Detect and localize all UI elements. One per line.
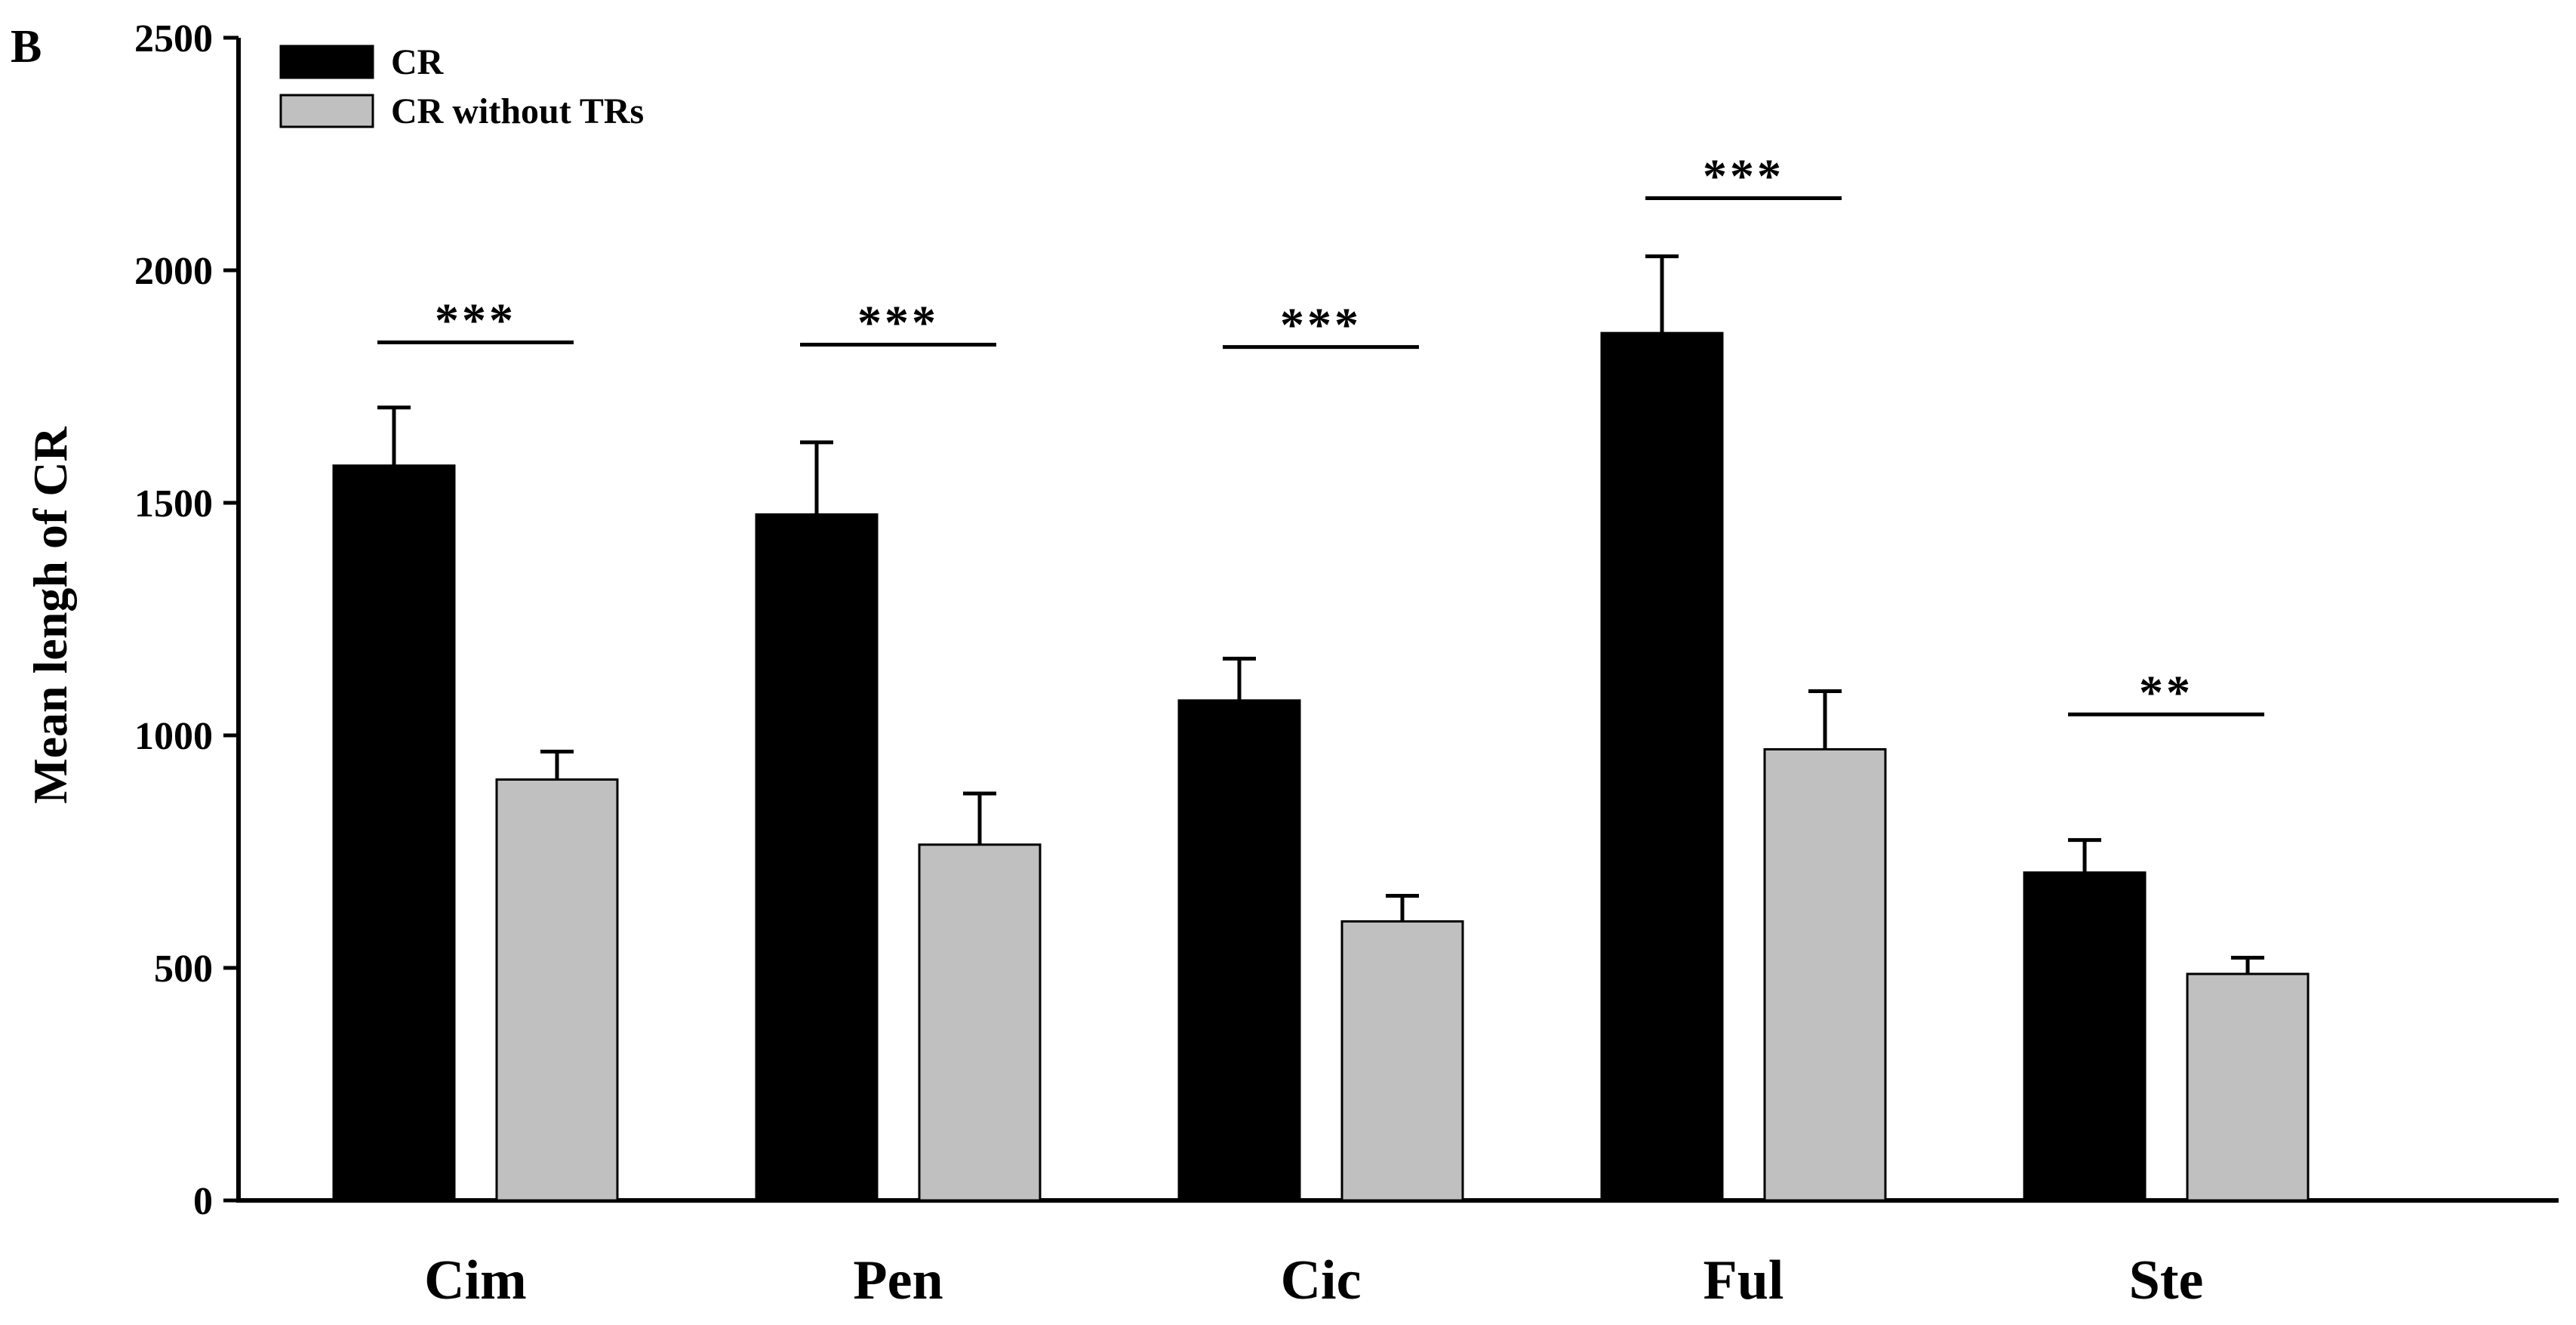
y-tick-label: 2000 [134, 250, 213, 293]
legend-swatch [279, 45, 374, 79]
bar-cr-ful [1600, 331, 1724, 1202]
x-tick-label-cim: Cim [424, 1250, 527, 1311]
x-tick-label-ful: Ful [1703, 1250, 1784, 1311]
bar-cr-without-trs-ful [1763, 747, 1887, 1202]
significance-stars: ** [2139, 665, 2193, 719]
bar-cr-without-trs-cim [495, 778, 619, 1202]
y-tick-label: 1000 [134, 715, 213, 758]
y-tick-label: 500 [154, 948, 213, 991]
legend-label: CR without TRs [391, 91, 644, 131]
significance-stars: *** [435, 293, 516, 347]
x-tick-label-pen: Pen [853, 1250, 943, 1311]
y-tick-label: 1500 [134, 482, 213, 525]
bar-cr-cic [1177, 699, 1301, 1202]
significance-stars: *** [857, 296, 939, 350]
bar-cr-without-trs-pen [918, 843, 1042, 1202]
significance-stars: *** [1280, 298, 1362, 352]
bar-cr-without-trs-ste [2186, 972, 2310, 1202]
bar-cr-cim [332, 464, 456, 1202]
x-tick-label-ste: Ste [2129, 1250, 2204, 1311]
y-axis-title: Mean lengh of CR [23, 426, 77, 803]
bar-cr-ste [2023, 871, 2147, 1202]
significance-stars: *** [1703, 149, 1784, 203]
y-tick-label: 2500 [134, 17, 213, 60]
x-tick-label-cic: Cic [1281, 1250, 1362, 1311]
legend-swatch [279, 94, 374, 128]
bar-cr-pen [755, 513, 879, 1202]
legend-label: CR [391, 42, 445, 82]
y-tick-label: 0 [193, 1180, 213, 1223]
bar-cr-without-trs-cic [1340, 920, 1464, 1202]
panel-label: B [11, 21, 42, 72]
